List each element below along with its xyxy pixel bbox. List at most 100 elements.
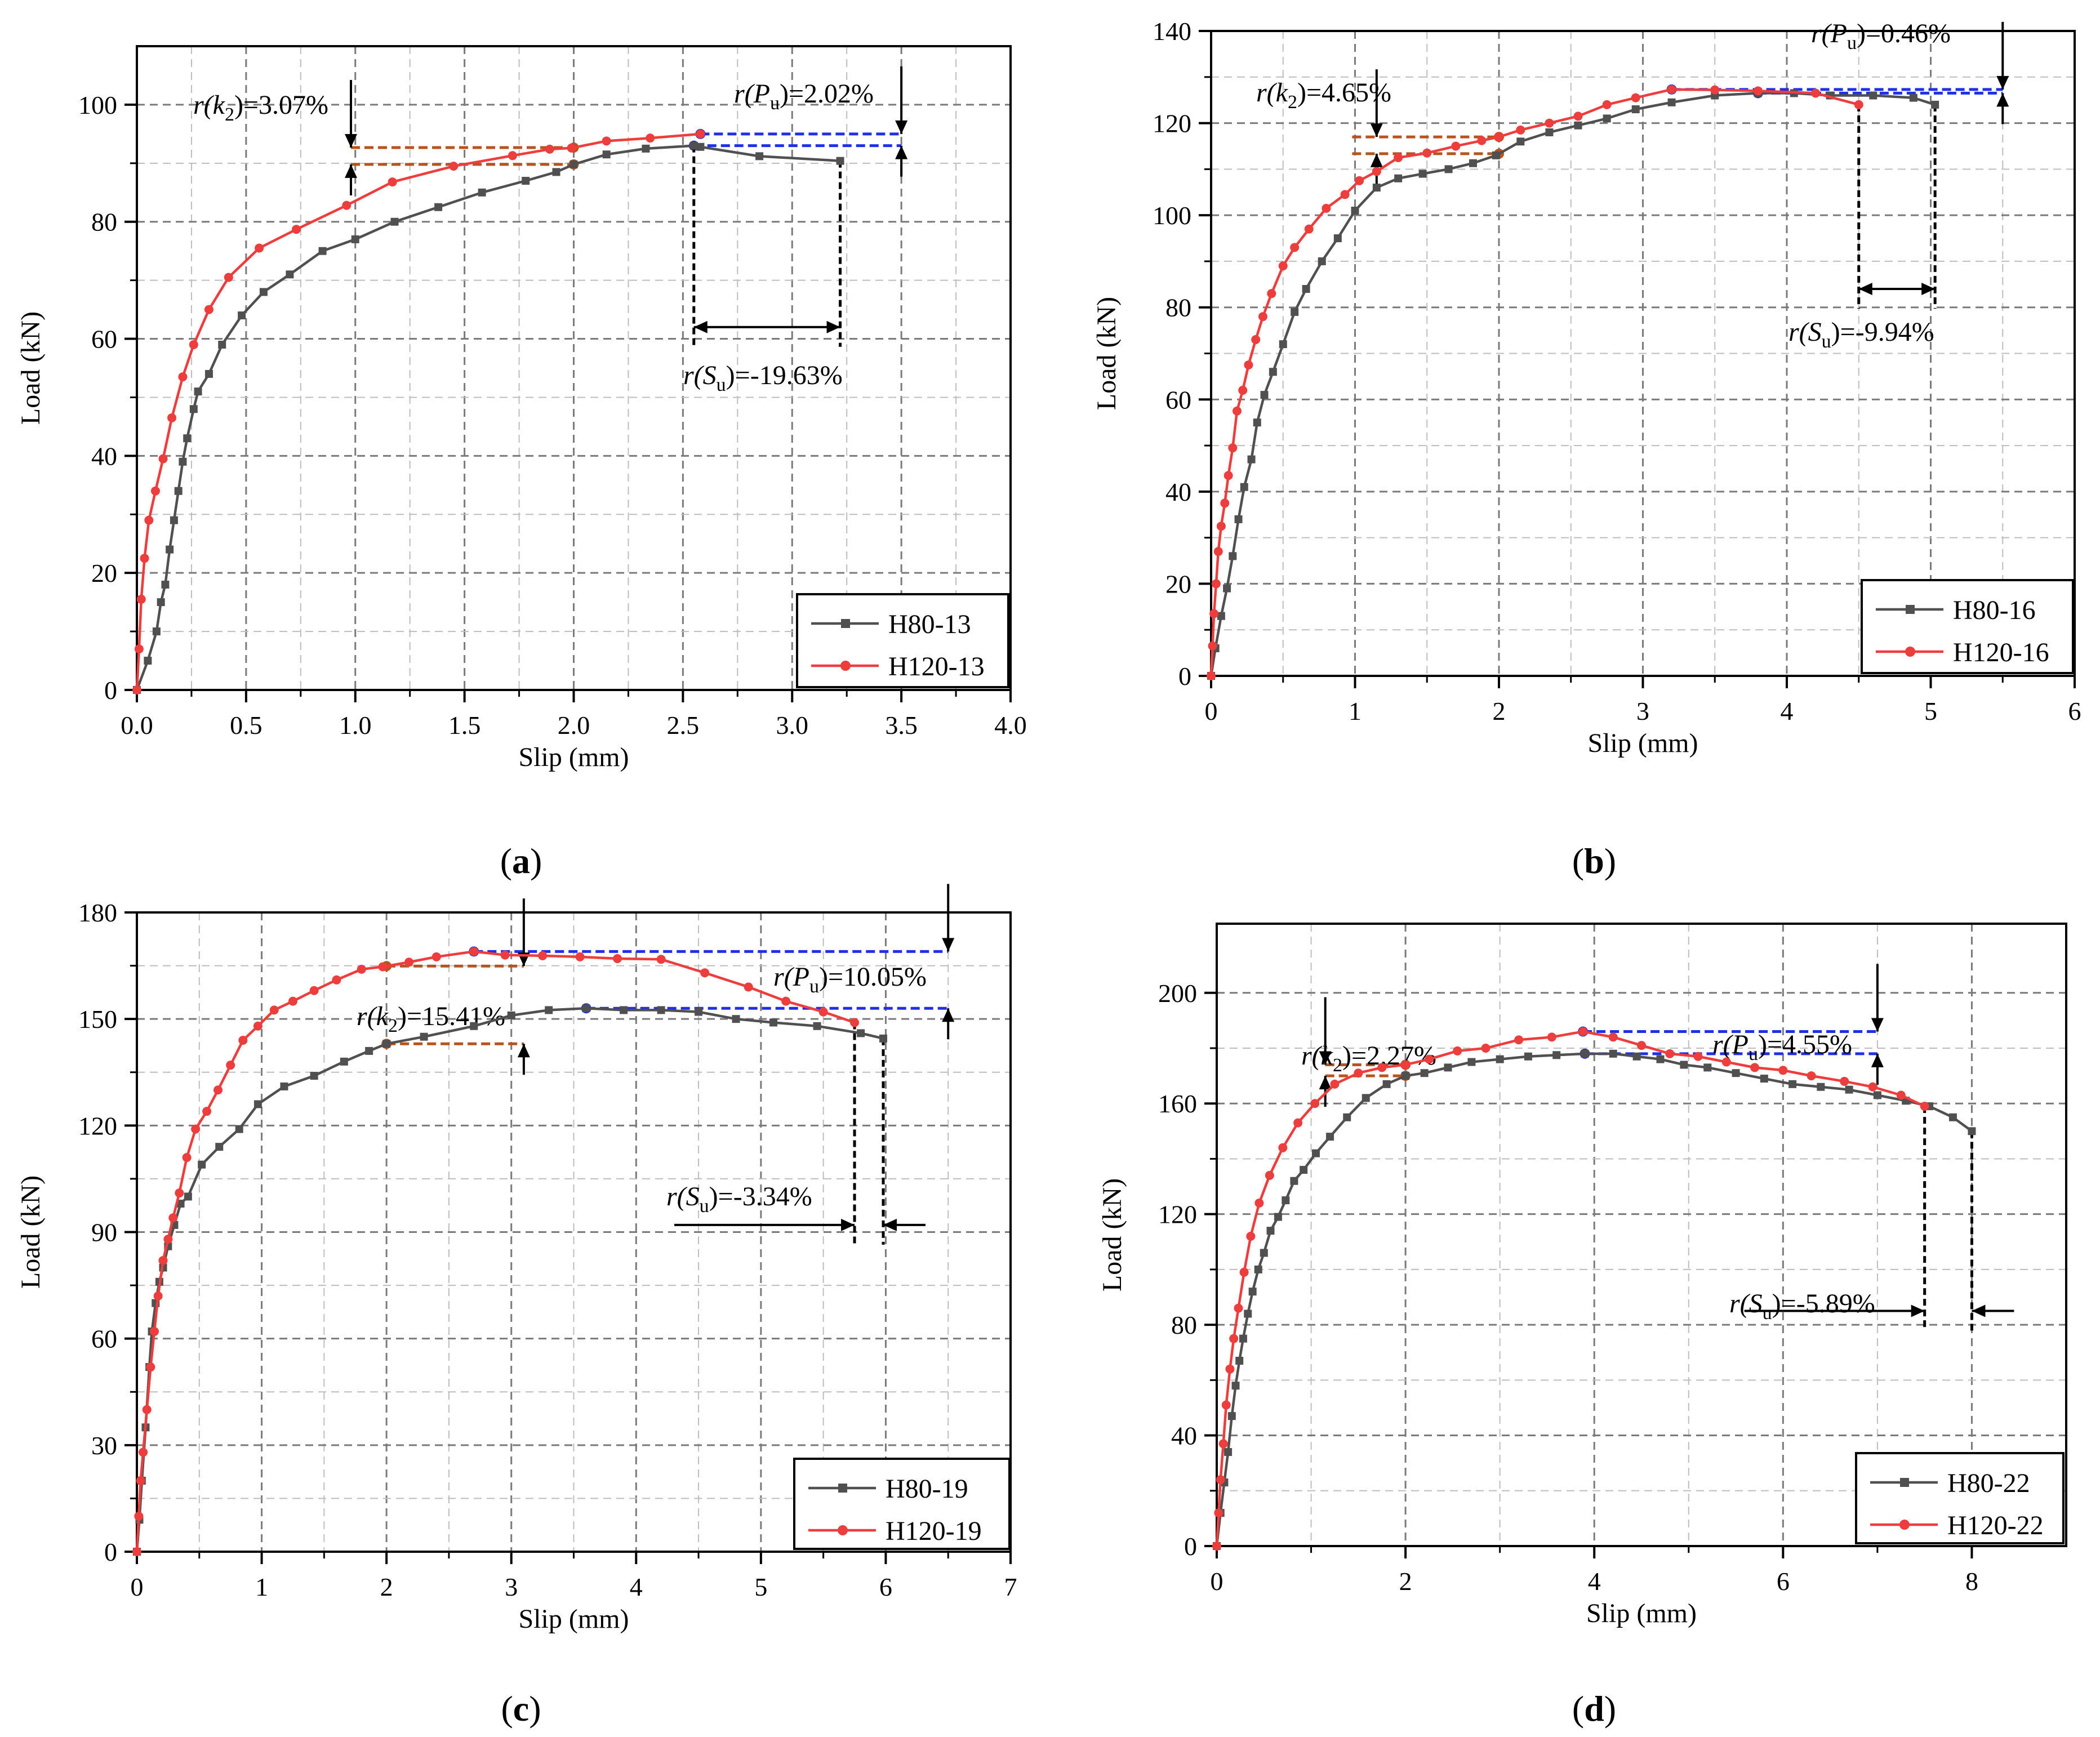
x-tick-label: 0.0 — [121, 711, 153, 740]
data-point — [1453, 1046, 1462, 1055]
series-H120-16 — [1207, 84, 1863, 680]
x-tick-label: 0.5 — [230, 711, 262, 740]
arrowhead — [895, 145, 908, 159]
data-point — [1343, 1113, 1351, 1121]
data-point — [695, 1008, 703, 1016]
data-point — [567, 143, 576, 153]
y-tick-label: 80 — [1165, 293, 1191, 322]
data-point — [342, 201, 352, 210]
data-point — [146, 1362, 155, 1372]
x-tick-label: 1.5 — [448, 711, 481, 740]
x-tick-label: 3.5 — [885, 711, 918, 740]
data-point — [189, 340, 198, 349]
data-point — [552, 168, 560, 176]
arrowhead — [883, 1218, 897, 1231]
data-point — [1216, 1475, 1225, 1485]
legend: H80-13 H120-13 — [796, 593, 1009, 688]
data-point — [213, 1085, 223, 1095]
x-tick-label: 5 — [1924, 697, 1937, 725]
data-point — [478, 188, 486, 197]
data-point — [1896, 1090, 1906, 1100]
data-point — [1494, 132, 1503, 142]
legend-label: H80-13 — [888, 609, 971, 639]
data-point — [1228, 443, 1238, 453]
data-point — [420, 1032, 428, 1041]
series-H120-19 — [132, 947, 860, 1556]
data-point — [1253, 418, 1261, 427]
arrowhead — [1858, 283, 1872, 295]
data-point — [269, 1005, 279, 1015]
data-point — [1248, 1288, 1257, 1296]
data-point — [351, 235, 359, 243]
data-point — [388, 177, 397, 187]
data-point — [507, 1011, 515, 1019]
data-point — [1382, 1080, 1391, 1088]
data-point — [1266, 1227, 1275, 1235]
data-point — [1750, 1063, 1760, 1072]
data-point — [163, 1235, 173, 1244]
data-point — [836, 157, 844, 165]
data-point — [235, 1125, 243, 1133]
data-point — [1840, 1076, 1849, 1086]
y-tick-label: 180 — [78, 898, 117, 927]
data-point — [696, 142, 705, 151]
series-H120-13 — [132, 129, 705, 694]
legend-box — [793, 1458, 1011, 1550]
data-point — [292, 225, 301, 234]
data-point — [1265, 1170, 1274, 1180]
series-H80-19 — [133, 1004, 887, 1556]
data-point — [1873, 1091, 1881, 1099]
panel-a: 0.0 0.5 1.0 1.5 2.0 2.5 3.0 3.5 4.0 0 20 40 60 80 100 S… — [16, 45, 1027, 881]
data-point — [318, 247, 327, 255]
grid — [137, 46, 1012, 690]
data-point — [1401, 1060, 1411, 1070]
data-point — [174, 487, 183, 495]
data-point — [1693, 1052, 1703, 1061]
x-tick-label: 0 — [131, 1573, 144, 1601]
data-point — [1868, 1082, 1877, 1092]
data-point — [582, 1004, 590, 1013]
data-point — [1223, 471, 1233, 480]
data-point — [357, 964, 366, 974]
data-point — [280, 1082, 288, 1090]
x-tick-label: 8 — [1965, 1567, 1978, 1596]
data-point — [191, 1124, 201, 1134]
data-point — [150, 1327, 159, 1337]
y-tick-label: 60 — [91, 325, 117, 354]
data-point — [1394, 174, 1403, 182]
data-point — [1807, 1071, 1816, 1081]
data-point — [1224, 1448, 1233, 1457]
y-tick-label: 160 — [1158, 1089, 1197, 1118]
data-point — [382, 1040, 391, 1048]
data-point — [1869, 91, 1877, 100]
data-point — [1492, 151, 1500, 159]
data-point — [434, 203, 443, 211]
data-point — [183, 434, 192, 443]
data-point — [1274, 1213, 1282, 1221]
data-point — [1631, 105, 1640, 114]
data-point — [818, 1007, 828, 1017]
y-tick-label: 200 — [1158, 979, 1197, 1008]
su-ratio-label: r(Su)=-9.94% — [1788, 317, 1934, 352]
legend-marker — [838, 1525, 848, 1535]
series-line — [135, 144, 840, 691]
x-axis-label: Slip (mm) — [1587, 728, 1698, 758]
data-point — [255, 243, 264, 253]
data-point — [1225, 1364, 1235, 1374]
data-point — [332, 975, 341, 985]
data-point — [170, 516, 178, 524]
data-point — [194, 388, 202, 396]
data-point — [1467, 1058, 1476, 1066]
data-point — [1524, 1052, 1532, 1061]
data-point — [1322, 203, 1331, 213]
x-tick-label: 2 — [1493, 697, 1506, 725]
data-point — [1422, 148, 1432, 158]
data-point — [1227, 1412, 1236, 1420]
data-point — [1246, 1231, 1256, 1241]
data-point — [1760, 1075, 1768, 1083]
data-point — [1211, 579, 1221, 589]
data-point — [1291, 308, 1299, 316]
data-point — [575, 952, 585, 961]
y-axis-label: Load (kN) — [1097, 1178, 1127, 1291]
